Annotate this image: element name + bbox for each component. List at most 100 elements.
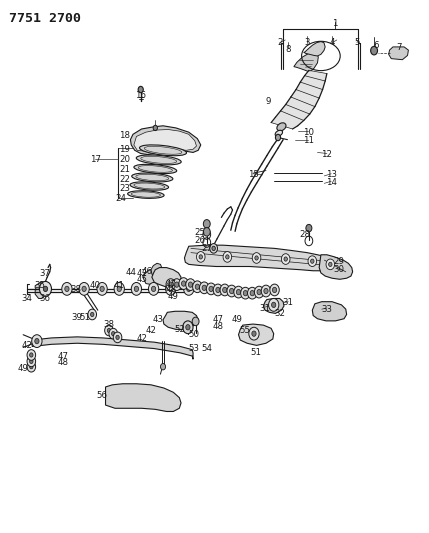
Circle shape [186, 325, 190, 330]
Circle shape [254, 286, 264, 298]
Circle shape [169, 286, 173, 292]
Text: 31: 31 [283, 298, 294, 307]
Circle shape [223, 287, 227, 293]
Text: 4: 4 [330, 38, 335, 47]
Circle shape [326, 259, 335, 270]
Circle shape [32, 335, 42, 348]
Circle shape [116, 335, 119, 340]
Circle shape [169, 282, 173, 287]
Circle shape [255, 256, 258, 260]
Polygon shape [184, 245, 343, 271]
Circle shape [166, 279, 175, 290]
Circle shape [249, 327, 259, 340]
Text: 38: 38 [103, 320, 115, 328]
Circle shape [202, 285, 206, 290]
Circle shape [264, 288, 268, 294]
Ellipse shape [275, 130, 283, 136]
Text: 51: 51 [79, 313, 91, 322]
Circle shape [27, 350, 36, 360]
Circle shape [250, 290, 254, 296]
Circle shape [27, 361, 36, 372]
Circle shape [114, 282, 124, 295]
Circle shape [179, 278, 188, 289]
Circle shape [151, 286, 156, 292]
Circle shape [216, 287, 220, 293]
Circle shape [199, 255, 202, 259]
Polygon shape [312, 302, 347, 321]
Circle shape [209, 286, 213, 292]
Text: 43: 43 [152, 316, 163, 324]
Circle shape [234, 286, 243, 298]
Circle shape [284, 257, 287, 261]
Circle shape [272, 302, 276, 308]
Text: 31: 31 [260, 304, 271, 312]
Circle shape [243, 290, 248, 296]
Circle shape [107, 328, 111, 333]
Text: 12: 12 [321, 150, 332, 159]
Circle shape [82, 286, 86, 292]
Ellipse shape [139, 145, 187, 156]
Circle shape [186, 279, 195, 290]
Circle shape [187, 286, 191, 292]
Text: 49: 49 [231, 316, 242, 324]
Polygon shape [239, 324, 274, 345]
Circle shape [43, 286, 48, 292]
Circle shape [35, 338, 39, 344]
Circle shape [105, 325, 113, 336]
Text: 26: 26 [194, 237, 205, 245]
Text: 32: 32 [274, 309, 285, 318]
Circle shape [371, 46, 378, 55]
Text: 24: 24 [115, 194, 127, 203]
Circle shape [203, 220, 210, 228]
Circle shape [184, 282, 194, 295]
Circle shape [62, 282, 72, 295]
Text: 47: 47 [212, 316, 224, 324]
Text: 47: 47 [165, 280, 176, 289]
Text: 39: 39 [71, 313, 82, 321]
Polygon shape [130, 126, 201, 155]
Circle shape [206, 283, 216, 295]
Circle shape [193, 281, 202, 293]
Circle shape [212, 246, 215, 251]
Text: 52: 52 [175, 325, 186, 334]
Ellipse shape [130, 182, 169, 190]
Circle shape [203, 228, 210, 236]
Circle shape [112, 332, 115, 336]
Text: 54: 54 [201, 344, 212, 353]
Text: 55: 55 [239, 326, 250, 335]
Text: 34: 34 [21, 294, 32, 303]
Text: 6: 6 [373, 41, 378, 50]
Text: 46: 46 [141, 268, 152, 276]
Circle shape [281, 254, 290, 264]
Text: 18: 18 [119, 132, 130, 140]
Text: 9: 9 [266, 97, 271, 106]
Circle shape [308, 256, 317, 266]
Circle shape [166, 282, 176, 295]
Text: 35: 35 [34, 281, 45, 290]
Text: 8: 8 [286, 45, 291, 53]
Text: 17: 17 [90, 156, 101, 164]
Text: 2: 2 [277, 38, 282, 47]
Text: 42: 42 [136, 270, 147, 278]
Circle shape [272, 287, 277, 293]
Circle shape [138, 86, 143, 93]
Text: 19: 19 [119, 145, 130, 154]
Polygon shape [32, 337, 193, 359]
Text: 53: 53 [188, 344, 199, 353]
Circle shape [270, 284, 279, 296]
Text: 25: 25 [194, 228, 205, 237]
Circle shape [195, 284, 199, 289]
Text: 29: 29 [333, 257, 344, 265]
Polygon shape [35, 289, 44, 298]
Circle shape [257, 289, 261, 295]
Circle shape [88, 309, 97, 320]
Circle shape [196, 252, 205, 262]
Text: 5: 5 [354, 38, 360, 47]
Circle shape [199, 282, 209, 294]
Polygon shape [134, 130, 196, 151]
Circle shape [100, 286, 104, 292]
Text: 1: 1 [332, 20, 337, 28]
Text: 45: 45 [136, 275, 147, 284]
Polygon shape [389, 47, 408, 60]
Circle shape [275, 134, 281, 141]
